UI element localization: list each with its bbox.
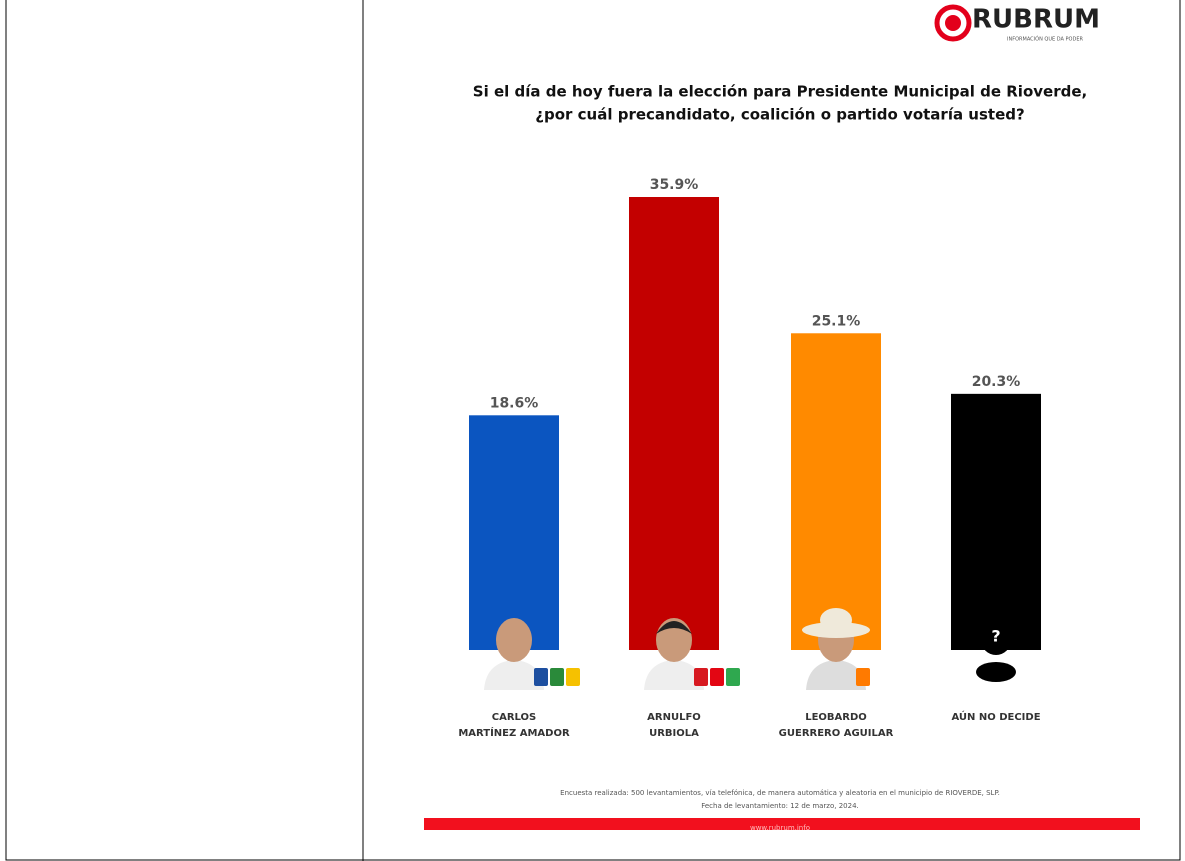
photo-body	[806, 660, 866, 690]
photo-body	[484, 660, 544, 690]
category-label: MARTÍNEZ AMADOR	[458, 726, 570, 739]
bar	[629, 197, 719, 650]
value-label: 18.6%	[490, 395, 539, 411]
table-border	[5, 0, 1181, 861]
chart-title: ¿por cuál precandidato, coalición o part…	[535, 106, 1024, 124]
party-logo	[726, 668, 740, 686]
unknown-icon: ?	[991, 627, 1000, 646]
party-logo	[710, 668, 724, 686]
party-logo	[856, 668, 870, 686]
category-label: GUERRERO AGUILAR	[779, 728, 894, 739]
category-label: ARNULFO	[647, 712, 701, 723]
party-logo	[566, 668, 580, 686]
value-label: 25.1%	[812, 313, 861, 329]
bar	[951, 393, 1041, 650]
note: Encuesta realizada: 500 levantamientos, …	[560, 789, 1000, 797]
logo-ring	[934, 4, 972, 42]
note: Fecha de levantamiento: 12 de marzo, 202…	[701, 802, 859, 810]
chart-title: Si el día de hoy fuera la elección para …	[473, 83, 1087, 101]
silhouette	[976, 662, 1016, 682]
party-logo	[694, 668, 708, 686]
silhouette	[981, 625, 1011, 655]
bar	[469, 415, 559, 650]
category-label: LEOBARDO	[805, 712, 867, 723]
hat	[820, 608, 852, 632]
value-label: 20.3%	[972, 374, 1021, 390]
logo-name: RUBRUM	[972, 5, 1100, 35]
logo: RUBRUM INFORMACIÓN QUE DA PODER	[934, 4, 1100, 43]
party-logo	[550, 668, 564, 686]
footer-url: www.rubrum.info	[750, 824, 810, 832]
photo-body	[644, 660, 704, 690]
category-label: AÚN NO DECIDE	[951, 710, 1040, 723]
hair	[656, 621, 692, 634]
bar	[791, 333, 881, 650]
logo-dot	[945, 15, 961, 31]
party-logo	[534, 668, 548, 686]
footer-band	[424, 818, 1140, 830]
value-label: 35.9%	[650, 177, 699, 193]
photo-head	[496, 618, 532, 662]
category-label: URBIOLA	[649, 728, 699, 739]
logo-tagline: INFORMACIÓN QUE DA PODER	[1007, 36, 1083, 43]
plot: 18.6% CARLOS MARTÍNEZ AMADOR 35.9% ARNULFO UR…	[458, 177, 1041, 739]
category-label: CARLOS	[492, 712, 537, 723]
